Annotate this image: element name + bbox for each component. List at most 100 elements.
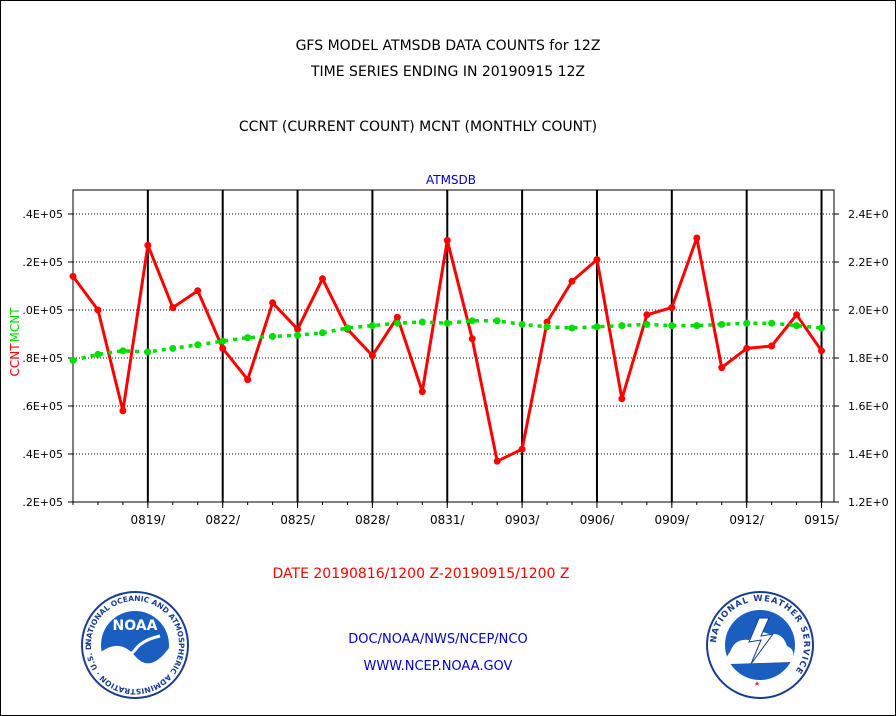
mcnt-point xyxy=(319,329,327,337)
right-tick-label: 2.2E+0 xyxy=(848,256,889,269)
tick-labels: .2E+05 1.2E+0 .4E+05 1.4E+0 .6E+05 1.6E+0 .8E+… xyxy=(22,208,888,527)
grid-lines xyxy=(73,190,834,503)
ccnt-point xyxy=(693,234,701,242)
x-tick-label: 0912/ xyxy=(729,513,765,527)
mcnt-point xyxy=(169,344,177,352)
ccnt-point xyxy=(618,395,626,403)
ccnt-point xyxy=(94,306,102,314)
x-tick-label: 0831/ xyxy=(430,513,466,527)
mcnt-point xyxy=(269,332,277,340)
mcnt-point xyxy=(618,322,626,330)
ccnt-point xyxy=(818,347,826,355)
x-tick-label: 0909/ xyxy=(655,513,691,527)
mcnt-point xyxy=(94,350,102,358)
ccnt-point xyxy=(269,299,277,307)
plot-frame xyxy=(68,189,839,508)
mcnt-point xyxy=(493,317,501,325)
mcnt-point xyxy=(468,317,476,325)
mcnt-point xyxy=(343,324,351,332)
ccnt-point xyxy=(518,445,526,453)
ccnt-point xyxy=(668,304,676,312)
ccnt-point xyxy=(169,304,177,312)
mcnt-point xyxy=(144,348,152,356)
x-tick-label: 0822/ xyxy=(205,513,241,527)
ccnt-point xyxy=(119,407,127,415)
ccnt-point xyxy=(69,272,77,280)
right-tick-label: 1.2E+0 xyxy=(848,496,889,509)
ccnt-point xyxy=(144,241,152,249)
x-tick-label: 0915/ xyxy=(804,513,840,527)
ccnt-point xyxy=(443,236,451,244)
ccnt-point xyxy=(468,335,476,343)
left-tick-label: .6E+05 xyxy=(22,400,63,413)
mcnt-point xyxy=(593,323,601,331)
plot-border xyxy=(72,189,835,503)
left-tick-label: .2E+05 xyxy=(22,496,63,509)
mcnt-point xyxy=(518,320,526,328)
mcnt-point xyxy=(194,341,202,349)
mcnt-point xyxy=(743,319,751,327)
mcnt-point xyxy=(393,319,401,327)
plot-title: ATMSDB xyxy=(426,173,476,187)
mcnt-point xyxy=(818,324,826,332)
mcnt-point xyxy=(443,319,451,327)
left-tick-label: .0E+05 xyxy=(22,304,63,317)
mcnt-point xyxy=(643,320,651,328)
ccnt-point xyxy=(543,318,551,326)
ccnt-point xyxy=(768,342,776,350)
x-tick-label: 0825/ xyxy=(280,513,316,527)
ccnt-point xyxy=(643,311,651,319)
ccnt-point xyxy=(743,344,751,352)
ccnt-point xyxy=(368,352,376,360)
mcnt-point xyxy=(418,318,426,326)
mcnt-point xyxy=(219,337,227,345)
mcnt-point xyxy=(69,356,77,364)
mcnt-point xyxy=(793,322,801,330)
ccnt-point xyxy=(319,275,327,283)
website-link[interactable]: WWW.NCEP.NOAA.GOV xyxy=(363,659,513,674)
mcnt-point xyxy=(693,322,701,330)
left-tick-label: .4E+05 xyxy=(22,208,63,221)
time-series-chart: .2E+05 1.2E+0 .4E+05 1.4E+0 .6E+05 1.6E+0 .8E+… xyxy=(8,173,889,527)
ccnt-point xyxy=(418,388,426,396)
ccnt-point xyxy=(393,313,401,321)
left-tick-label: .4E+05 xyxy=(22,448,63,461)
mcnt-point xyxy=(119,347,127,355)
mcnt-point xyxy=(368,322,376,330)
mcnt-point xyxy=(668,322,676,330)
ccnt-point xyxy=(718,364,726,372)
chart-title-line-2: TIME SERIES ENDING IN 20190915 12Z xyxy=(311,64,585,80)
ccnt-point xyxy=(793,311,801,319)
nws-logo[interactable]: NATIONAL WEATHER SERVICE xyxy=(705,590,815,700)
right-tick-label: 2.0E+0 xyxy=(848,304,889,317)
mcnt-point xyxy=(568,324,576,332)
left-axis-label: CCNT xyxy=(8,343,22,377)
x-tick-label: 0828/ xyxy=(355,513,391,527)
ccnt-point xyxy=(244,376,252,384)
mcnt-point xyxy=(543,323,551,331)
ccnt-point xyxy=(194,287,202,295)
right-tick-label: 1.6E+0 xyxy=(848,400,889,413)
chart-subtitle: CCNT (CURRENT COUNT) MCNT (MONTHLY COUNT… xyxy=(238,119,598,135)
agency-link[interactable]: DOC/NOAA/NWS/NCEP/NCO xyxy=(348,632,528,647)
mcnt-point xyxy=(244,334,252,342)
series-layer xyxy=(69,234,826,465)
date-range: DATE 20190816/1200 Z-20190915/1200 Z xyxy=(272,566,570,582)
ccnt-point xyxy=(493,457,501,465)
mcnt-point xyxy=(718,320,726,328)
right-tick-label: 1.4E+0 xyxy=(848,448,889,461)
ccnt-point xyxy=(568,277,576,285)
ccnt-point xyxy=(593,256,601,264)
right-axis-label: MCNT xyxy=(8,307,22,343)
right-tick-label: 1.8E+0 xyxy=(848,352,889,365)
mcnt-point xyxy=(768,319,776,327)
noaa-logo[interactable]: NATIONAL OCEANIC AND ATMOSPHERIC ADMINIS… xyxy=(80,590,190,700)
noaa-wordmark: NOAA xyxy=(113,618,158,634)
left-tick-label: .8E+05 xyxy=(22,352,63,365)
mcnt-point xyxy=(294,331,302,339)
left-tick-label: .2E+05 xyxy=(22,256,63,269)
right-tick-label: 2.4E+0 xyxy=(848,208,889,221)
x-tick-label: 0906/ xyxy=(580,513,616,527)
x-tick-label: 0903/ xyxy=(505,513,541,527)
ccnt-point xyxy=(219,344,227,352)
